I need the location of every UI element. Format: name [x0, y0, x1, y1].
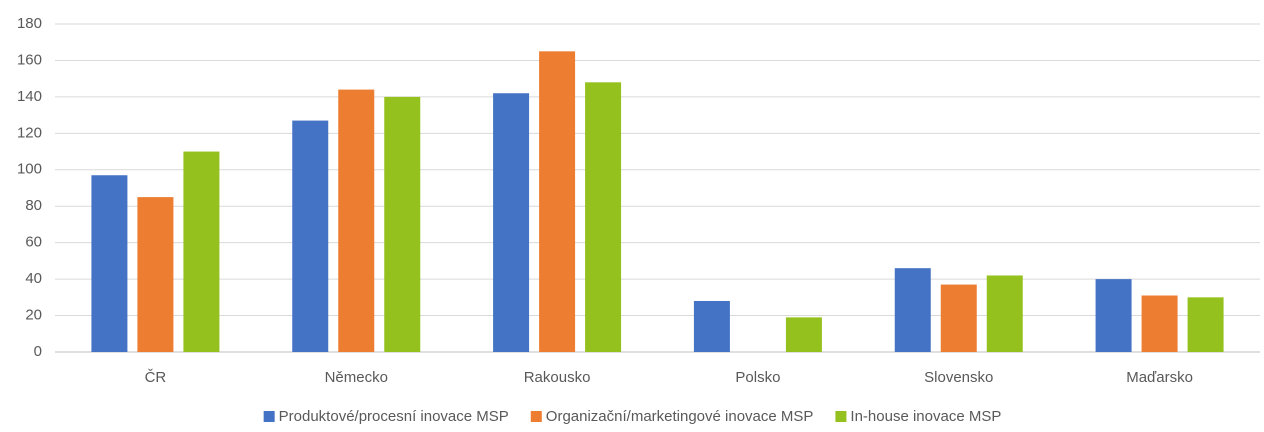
x-tick-label: ČR — [145, 369, 167, 386]
bar — [1141, 295, 1178, 352]
y-tick-label: 20 — [25, 307, 42, 324]
legend-label: Produktové/procesní inovace MSP — [279, 408, 509, 425]
bar — [585, 82, 622, 353]
y-tick-label: 0 — [34, 343, 42, 360]
y-tick-label: 160 — [17, 51, 42, 68]
y-tick-label: 140 — [17, 88, 42, 105]
x-tick-label: Polsko — [735, 369, 780, 386]
bar — [338, 89, 375, 352]
legend-swatch — [530, 411, 542, 422]
y-tick-label: 60 — [25, 234, 42, 251]
legend-label: In-house inovace MSP — [850, 408, 1001, 425]
bar — [785, 317, 822, 352]
bar — [384, 96, 421, 352]
y-tick-label: 100 — [17, 161, 42, 178]
y-tick-label: 120 — [17, 124, 42, 141]
bar — [137, 197, 174, 352]
bar — [91, 175, 128, 352]
y-tick-label: 180 — [17, 15, 42, 32]
x-tick-label: Slovensko — [924, 369, 993, 386]
x-tick-label: Maďarsko — [1126, 369, 1193, 386]
bar — [940, 284, 977, 352]
bar — [1187, 297, 1224, 352]
x-tick-label: Rakousko — [524, 369, 591, 386]
bar — [539, 51, 576, 352]
bar — [292, 120, 329, 352]
bar — [986, 275, 1023, 352]
y-tick-label: 40 — [25, 270, 42, 287]
x-tick-label: Německo — [325, 369, 388, 386]
bar — [1095, 279, 1132, 352]
bar — [183, 151, 220, 352]
y-tick-label: 80 — [25, 197, 42, 214]
legend-swatch — [263, 411, 275, 422]
legend: Produktové/procesní inovace MSP Organizač… — [263, 408, 1001, 425]
legend-label: Organizační/marketingové inovace MSP — [546, 408, 814, 425]
legend-swatch — [835, 411, 847, 422]
bar — [693, 300, 730, 352]
bar — [894, 268, 931, 352]
bar — [493, 93, 530, 352]
